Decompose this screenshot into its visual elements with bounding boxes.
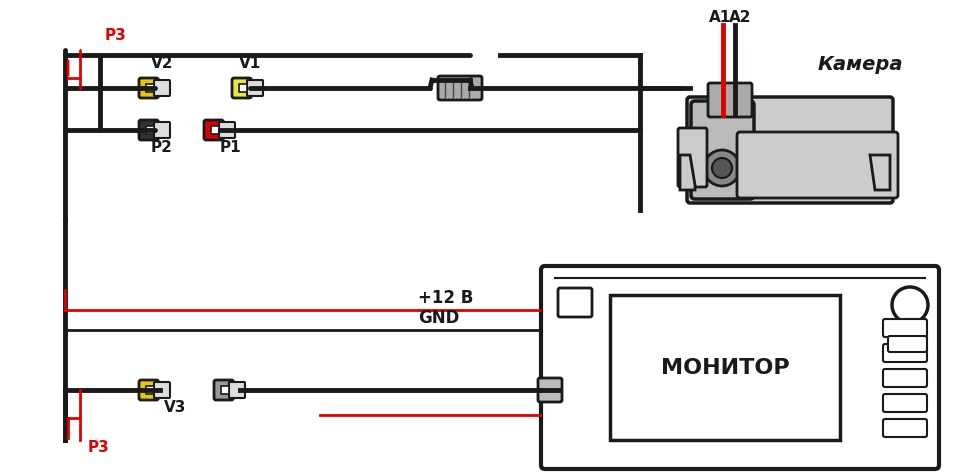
FancyBboxPatch shape bbox=[678, 128, 707, 187]
Text: P1: P1 bbox=[219, 141, 241, 155]
FancyBboxPatch shape bbox=[883, 419, 927, 437]
FancyBboxPatch shape bbox=[883, 394, 927, 412]
FancyBboxPatch shape bbox=[691, 101, 754, 199]
FancyBboxPatch shape bbox=[610, 295, 840, 440]
FancyBboxPatch shape bbox=[229, 382, 245, 398]
Circle shape bbox=[712, 158, 732, 178]
FancyBboxPatch shape bbox=[247, 80, 263, 96]
FancyBboxPatch shape bbox=[211, 126, 219, 134]
FancyBboxPatch shape bbox=[232, 78, 252, 98]
FancyBboxPatch shape bbox=[219, 122, 235, 138]
Text: V1: V1 bbox=[239, 56, 261, 70]
FancyBboxPatch shape bbox=[888, 336, 927, 352]
Text: МОНИТОР: МОНИТОР bbox=[660, 357, 789, 378]
FancyBboxPatch shape bbox=[438, 76, 482, 100]
Text: P3: P3 bbox=[105, 27, 127, 42]
Text: GND: GND bbox=[418, 309, 460, 327]
FancyBboxPatch shape bbox=[214, 380, 233, 400]
Text: +12 В: +12 В bbox=[418, 289, 473, 307]
FancyBboxPatch shape bbox=[146, 126, 154, 134]
Text: P3: P3 bbox=[88, 440, 109, 455]
Text: A2: A2 bbox=[729, 10, 752, 25]
FancyBboxPatch shape bbox=[538, 378, 562, 402]
Text: Камера: Камера bbox=[817, 56, 902, 75]
Polygon shape bbox=[680, 155, 695, 190]
FancyBboxPatch shape bbox=[883, 319, 927, 337]
FancyBboxPatch shape bbox=[239, 84, 247, 92]
Text: A1: A1 bbox=[708, 10, 732, 25]
Circle shape bbox=[704, 150, 740, 186]
Text: P2: P2 bbox=[151, 141, 173, 155]
Circle shape bbox=[892, 287, 928, 323]
Polygon shape bbox=[870, 155, 890, 190]
FancyBboxPatch shape bbox=[154, 382, 170, 398]
FancyBboxPatch shape bbox=[146, 84, 154, 92]
FancyBboxPatch shape bbox=[687, 97, 893, 203]
FancyBboxPatch shape bbox=[139, 380, 158, 400]
FancyBboxPatch shape bbox=[600, 285, 850, 450]
FancyBboxPatch shape bbox=[708, 83, 752, 117]
FancyBboxPatch shape bbox=[737, 132, 898, 198]
FancyBboxPatch shape bbox=[222, 386, 228, 394]
Text: V3: V3 bbox=[164, 401, 186, 415]
FancyBboxPatch shape bbox=[146, 386, 154, 394]
FancyBboxPatch shape bbox=[139, 78, 158, 98]
FancyBboxPatch shape bbox=[883, 369, 927, 387]
FancyBboxPatch shape bbox=[154, 80, 170, 96]
FancyBboxPatch shape bbox=[154, 122, 170, 138]
FancyBboxPatch shape bbox=[541, 266, 939, 469]
Text: V2: V2 bbox=[151, 56, 173, 70]
FancyBboxPatch shape bbox=[139, 120, 158, 140]
FancyBboxPatch shape bbox=[558, 288, 592, 317]
FancyBboxPatch shape bbox=[204, 120, 224, 140]
FancyBboxPatch shape bbox=[883, 344, 927, 362]
